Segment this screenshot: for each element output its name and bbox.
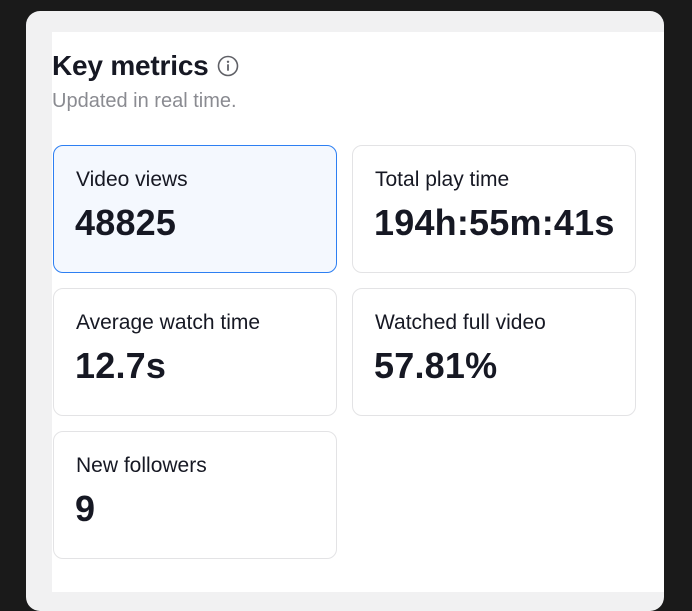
metric-label: Watched full video [375, 311, 546, 334]
metric-tile-video-views[interactable]: Video views 48825 [53, 145, 337, 273]
metric-value: 9 [75, 488, 96, 529]
metric-tile-total-play-time[interactable]: Total play time 194h:55m:41s [352, 145, 636, 273]
metric-tile-watched-full-video[interactable]: Watched full video 57.81% [352, 288, 636, 416]
info-icon[interactable] [217, 55, 239, 77]
metric-label: New followers [76, 454, 207, 477]
metric-value: 48825 [75, 202, 177, 243]
subtitle: Updated in real time. [52, 90, 237, 112]
key-metrics-card: Key metrics Updated in real time. Video … [52, 32, 664, 592]
metric-label: Video views [76, 168, 188, 191]
metric-tile-average-watch-time[interactable]: Average watch time 12.7s [53, 288, 337, 416]
metric-tile-new-followers[interactable]: New followers 9 [53, 431, 337, 559]
metric-label: Average watch time [76, 311, 261, 334]
card-header: Key metrics [52, 50, 239, 82]
metric-value: 57.81% [374, 345, 498, 386]
metric-value: 194h:55m:41s [374, 202, 615, 243]
page-title: Key metrics [52, 50, 209, 81]
metric-label: Total play time [375, 168, 510, 191]
metric-value: 12.7s [75, 345, 167, 386]
